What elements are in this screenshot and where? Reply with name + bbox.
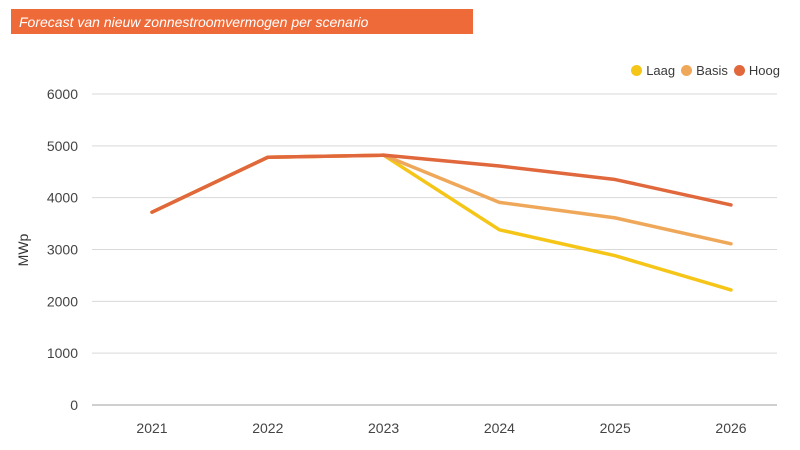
legend-item-hoog[interactable]: Hoog — [733, 63, 780, 78]
legend-item-basis[interactable]: Basis — [681, 63, 728, 78]
y-tick-label: 2000 — [47, 293, 78, 309]
series-line-hoog[interactable] — [150, 153, 733, 214]
legend-item-laag[interactable]: Laag — [631, 63, 675, 78]
chart-title: Forecast van nieuw zonnestroomvermogen p… — [19, 13, 369, 30]
y-tick-label: 6000 — [47, 86, 78, 102]
y-axis-label: MWp — [15, 233, 31, 266]
y-tick-label: 4000 — [47, 190, 78, 206]
y-tick-label: 5000 — [47, 138, 78, 154]
x-tick-label: 2026 — [715, 420, 746, 436]
x-tick-label: 2023 — [368, 420, 399, 436]
x-tick-label: 2025 — [600, 420, 631, 436]
legend: Laag Basis Hoog — [631, 63, 780, 78]
legend-label-laag: Laag — [646, 63, 676, 78]
gridlines — [92, 93, 777, 406]
y-axis-ticks: 0 1000 2000 3000 4000 5000 6000 — [47, 86, 78, 413]
legend-marker-hoog — [733, 65, 745, 76]
series-lines — [150, 153, 733, 292]
y-tick-label: 3000 — [47, 242, 78, 258]
legend-marker-basis — [681, 65, 693, 76]
x-tick-label: 2021 — [136, 420, 167, 436]
legend-label-basis: Basis — [696, 63, 728, 78]
x-tick-label: 2022 — [252, 420, 283, 436]
x-tick-label: 2024 — [484, 420, 515, 436]
chart-title-banner: Forecast van nieuw zonnestroomvermogen p… — [11, 9, 473, 34]
y-tick-label: 1000 — [47, 345, 78, 361]
y-tick-label: 0 — [70, 397, 78, 413]
legend-label-hoog: Hoog — [748, 63, 780, 78]
series-line-laag[interactable] — [150, 153, 733, 292]
series-line-basis[interactable] — [150, 153, 733, 246]
x-axis-ticks: 2021 2022 2023 2024 2025 2026 — [136, 420, 746, 436]
legend-marker-laag — [631, 65, 643, 76]
